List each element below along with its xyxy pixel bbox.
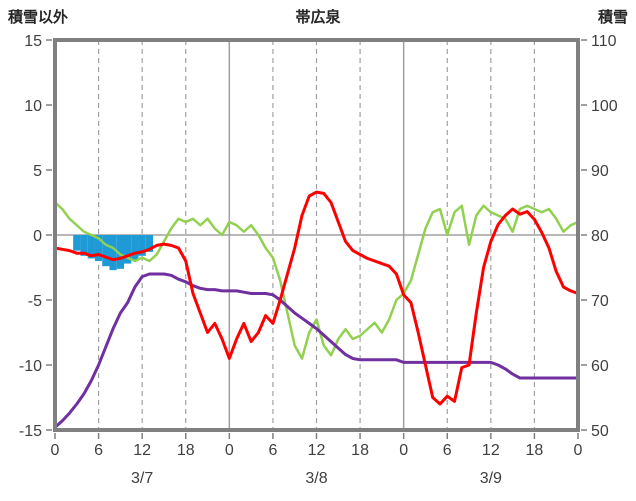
blue-bars-bar [116, 235, 125, 269]
x-axis-hour-label: 12 [308, 442, 326, 459]
left-axis-tick-label: -10 [19, 358, 42, 375]
blue-bars-bar [131, 235, 139, 260]
right-axis-tick-label: 80 [591, 228, 609, 245]
x-axis-hour-label: 0 [225, 442, 234, 459]
right-axis-title: 積雪 [597, 9, 628, 26]
x-axis-hour-label: 6 [268, 442, 277, 459]
purple-series [53, 272, 580, 429]
left-axis-title: 積雪以外 [8, 9, 69, 26]
blue-bars-bar [124, 235, 132, 264]
x-axis-hour-label: 18 [177, 442, 195, 459]
chart-title: 帯広泉 [295, 9, 341, 26]
blue-bars-bar [145, 235, 154, 252]
x-axis-hour-label: 0 [574, 442, 583, 459]
x-axis-hour-label: 18 [351, 442, 369, 459]
x-axis-hour-label: 0 [399, 442, 408, 459]
red-series [53, 190, 580, 406]
right-axis-tick-label: 100 [591, 98, 618, 115]
blue-bars-bar [102, 235, 110, 267]
right-axis-tick-label: 90 [591, 163, 609, 180]
x-axis-date-label: 3/9 [480, 470, 502, 487]
blue-bars-bar [73, 235, 81, 251]
x-axis-hour-label: 18 [526, 442, 544, 459]
left-axis-tick-label: 10 [24, 98, 42, 115]
left-axis-tick-label: -5 [28, 293, 42, 310]
left-axis-tick-label: -15 [19, 423, 42, 440]
x-axis-date-label: 3/8 [305, 470, 327, 487]
right-axis-tick-label: 70 [591, 293, 609, 310]
x-axis-hour-label: 12 [482, 442, 500, 459]
left-axis-tick-label: 5 [33, 163, 42, 180]
blue-bars-bar [80, 235, 88, 256]
x-axis-hour-label: 6 [443, 442, 452, 459]
blue-bars-bar [94, 235, 103, 261]
blue-bars-bar [138, 235, 146, 256]
x-axis-hour-label: 0 [51, 442, 60, 459]
left-axis-tick-label: 15 [24, 33, 42, 50]
blue-bars-bar [109, 235, 117, 271]
left-axis-tick-label: 0 [33, 228, 42, 245]
x-axis-hour-label: 12 [133, 442, 151, 459]
x-axis-hour-label: 6 [94, 442, 103, 459]
right-axis-tick-label: 50 [591, 423, 609, 440]
blue-bars-bar [87, 235, 95, 259]
right-axis-tick-label: 110 [591, 33, 617, 50]
plot-frame [53, 38, 580, 432]
green-series [53, 201, 580, 360]
right-axis-tick-label: 60 [591, 358, 609, 375]
x-axis-date-label: 3/7 [131, 470, 153, 487]
